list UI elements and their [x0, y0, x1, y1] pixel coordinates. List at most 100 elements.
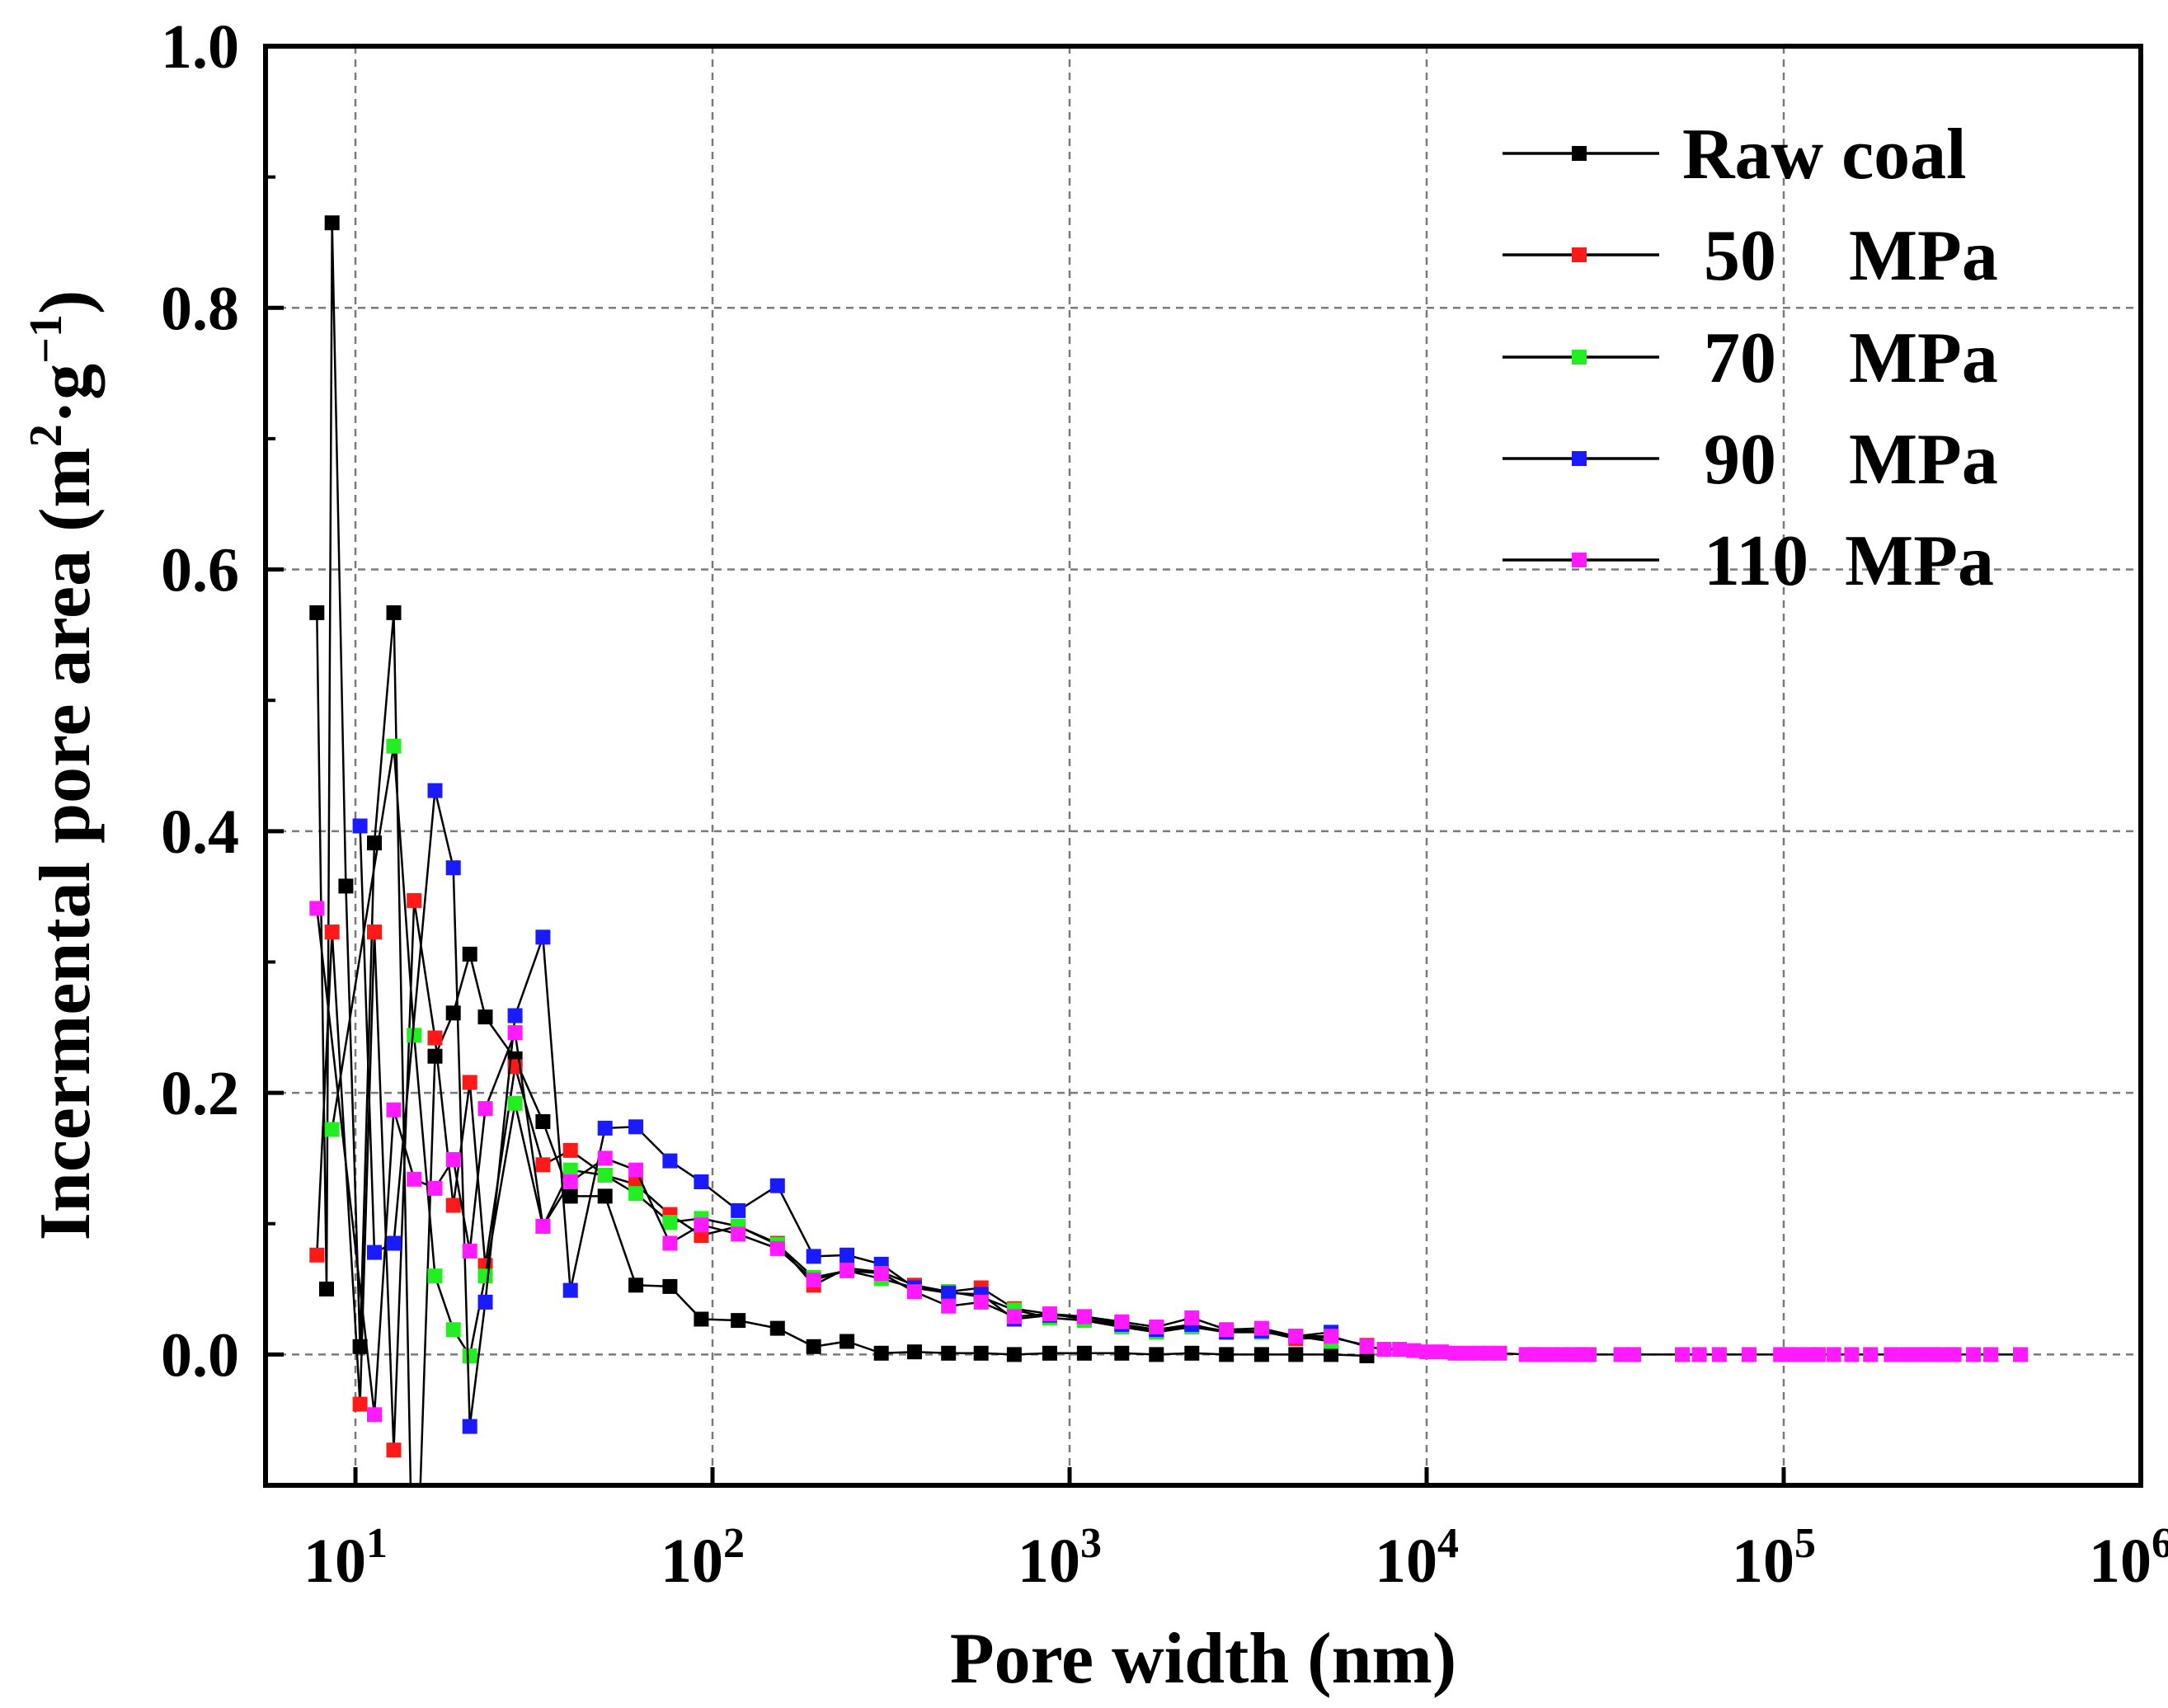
data-point — [1184, 1310, 1200, 1325]
legend-label: 50 MPa — [1704, 216, 1998, 296]
data-point — [839, 1263, 855, 1278]
data-point — [309, 901, 325, 916]
data-point — [462, 1348, 477, 1363]
data-point — [407, 892, 422, 908]
data-point — [1219, 1322, 1234, 1338]
y-axis: 0.0 0.2 0.4 0.6 0.8 1.0 — [161, 12, 284, 1487]
x-tick-exp: 1 — [366, 1520, 388, 1567]
data-point — [324, 1122, 340, 1137]
x-tick-exp: 5 — [1794, 1520, 1816, 1567]
data-point — [907, 1284, 922, 1300]
legend-marker — [1572, 451, 1587, 466]
data-point — [1006, 1309, 1022, 1325]
data-point — [427, 1030, 443, 1046]
data-point — [597, 1188, 613, 1204]
data-point — [1006, 1347, 1022, 1362]
y-tick-label: 0.6 — [161, 536, 239, 605]
data-point — [367, 925, 382, 939]
data-point — [1433, 1344, 1449, 1360]
data-point — [386, 1442, 402, 1458]
data-point — [535, 1114, 551, 1129]
data-point — [309, 605, 325, 620]
data-point — [1253, 1320, 1269, 1336]
data-point — [427, 1048, 443, 1064]
data-point — [1912, 1347, 1927, 1362]
x-tick-base: 10 — [2089, 1527, 2152, 1596]
data-point — [477, 1101, 493, 1117]
data-point — [839, 1334, 855, 1349]
legend-marker — [1572, 350, 1587, 365]
data-point — [662, 1235, 678, 1251]
data-point — [628, 1186, 644, 1202]
data-point — [1076, 1345, 1092, 1361]
x-tick-label: 106 — [2089, 1520, 2168, 1596]
data-point — [562, 1188, 578, 1204]
x-axis: 101 102 103 104 105 106 — [303, 1467, 2168, 1596]
data-point — [1924, 1347, 1940, 1362]
data-point — [462, 1075, 477, 1090]
data-point — [445, 1322, 461, 1338]
data-point — [1288, 1347, 1304, 1362]
legend-item: 110 MPa — [1503, 521, 1994, 601]
data-point — [1492, 1345, 1507, 1361]
data-point — [1460, 1345, 1475, 1361]
data-point — [873, 1266, 889, 1281]
legend-marker — [1572, 146, 1587, 161]
data-point — [367, 1245, 382, 1260]
data-point — [731, 1226, 746, 1242]
data-point — [973, 1345, 989, 1361]
data-point — [806, 1339, 821, 1354]
x-tick-label: 101 — [303, 1520, 388, 1596]
data-point — [386, 738, 402, 754]
data-point — [324, 215, 340, 231]
data-point — [1076, 1309, 1092, 1325]
data-point — [507, 1025, 523, 1041]
data-point — [445, 1152, 461, 1167]
x-tick-base: 10 — [303, 1527, 366, 1596]
data-point — [806, 1272, 821, 1287]
data-point — [731, 1313, 746, 1329]
data-point — [769, 1178, 785, 1193]
x-tick-exp: 4 — [1437, 1520, 1459, 1567]
x-tick-base: 10 — [1732, 1527, 1794, 1596]
data-point — [873, 1345, 889, 1361]
data-point — [973, 1294, 989, 1310]
data-point — [309, 1247, 325, 1263]
data-point — [507, 1008, 523, 1023]
data-point — [562, 1282, 578, 1298]
data-point — [477, 1294, 493, 1310]
y-tick-label: 0.4 — [161, 798, 239, 867]
data-point — [1983, 1347, 1998, 1362]
y-axis-title-main: Incermental pore area (m — [26, 447, 106, 1240]
data-point — [1359, 1339, 1375, 1354]
series-110-mpa — [309, 901, 2028, 1423]
data-point — [1898, 1347, 1914, 1362]
data-point — [1324, 1329, 1339, 1344]
data-point — [319, 1282, 334, 1296]
data-point — [731, 1202, 746, 1218]
data-point — [597, 1120, 613, 1136]
data-point — [1184, 1345, 1200, 1361]
data-point — [1447, 1345, 1463, 1361]
data-point — [941, 1298, 957, 1314]
x-tick-exp: 2 — [723, 1520, 745, 1567]
data-point — [1711, 1347, 1727, 1362]
data-point — [338, 878, 354, 894]
data-point — [427, 1180, 443, 1196]
legend-label: 90 MPa — [1704, 420, 1998, 500]
data-point — [427, 1268, 443, 1284]
data-point — [694, 1311, 709, 1327]
data-point — [462, 946, 477, 962]
legend-item: Raw coal — [1503, 115, 1967, 195]
data-point — [535, 1157, 551, 1173]
data-point — [535, 929, 551, 945]
x-tick-base: 10 — [1018, 1527, 1080, 1596]
data-point — [1691, 1347, 1707, 1362]
data-point — [367, 1407, 382, 1423]
data-point — [941, 1285, 957, 1301]
legend-item: 70 MPa — [1503, 318, 1998, 398]
data-point — [535, 1218, 551, 1234]
y-tick-label: 0.8 — [161, 274, 239, 343]
legend: Raw coal 50 MPa 70 MPa 90 MPa 110 MPa — [1503, 115, 1998, 601]
data-point — [597, 1150, 613, 1166]
